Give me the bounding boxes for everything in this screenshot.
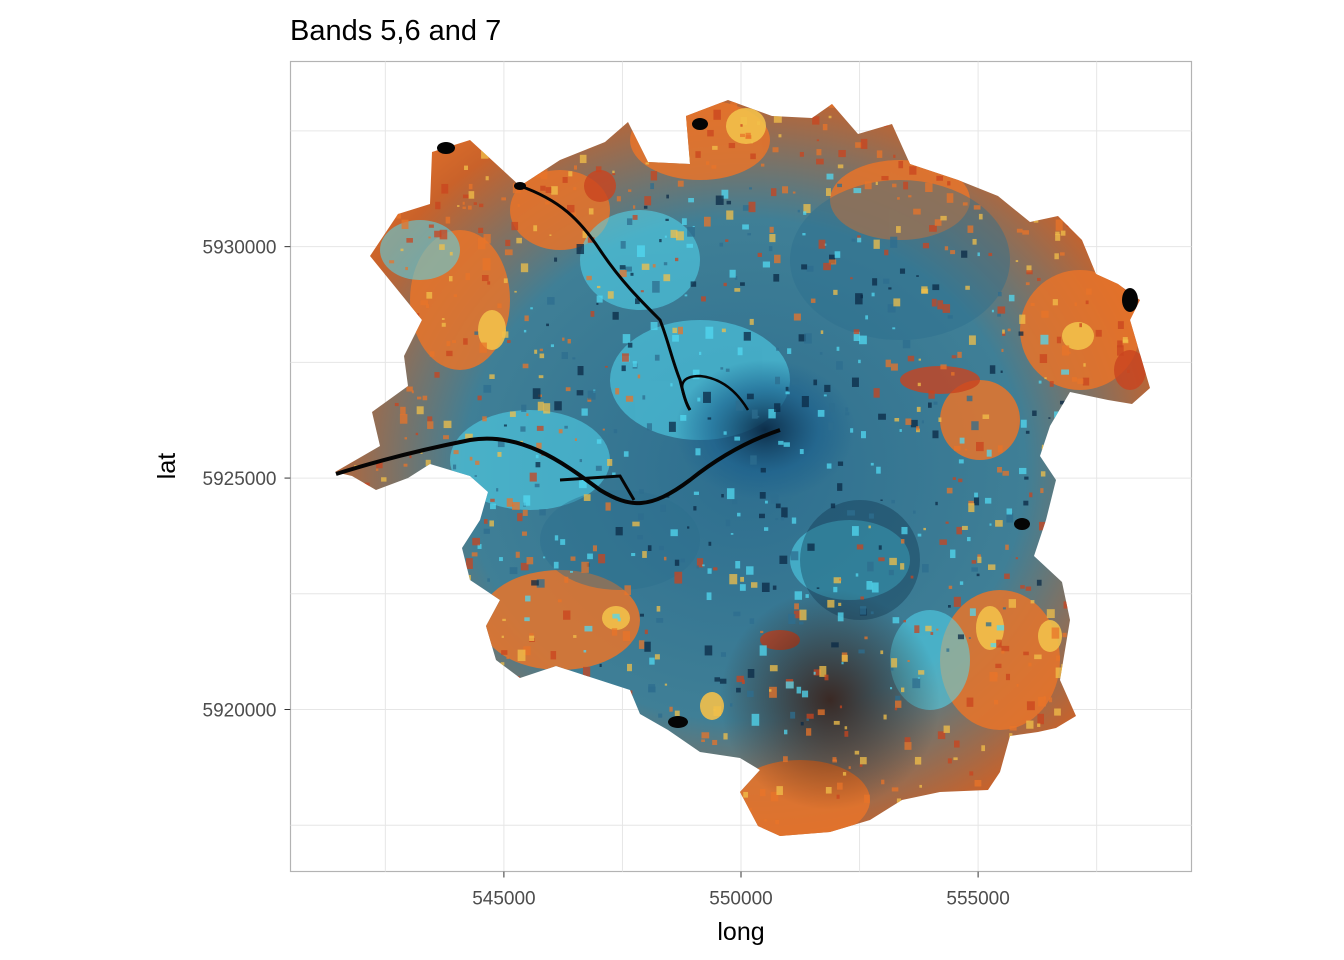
- axes: 545000 550000 555000 5920000 5925000 5930000: [203, 238, 1010, 910]
- x-axis-title: long: [717, 918, 764, 946]
- x-tick-label: 555000: [946, 889, 1009, 910]
- chart-title: Bands 5,6 and 7: [290, 15, 501, 47]
- x-tick-label: 550000: [709, 889, 772, 910]
- y-tick-label: 5920000: [203, 701, 277, 722]
- y-tick-label: 5930000: [203, 238, 277, 259]
- y-axis-title: lat: [153, 453, 181, 479]
- y-tick-label: 5925000: [203, 469, 277, 490]
- raster-image: [335, 100, 1150, 836]
- x-tick-label: 545000: [472, 889, 535, 910]
